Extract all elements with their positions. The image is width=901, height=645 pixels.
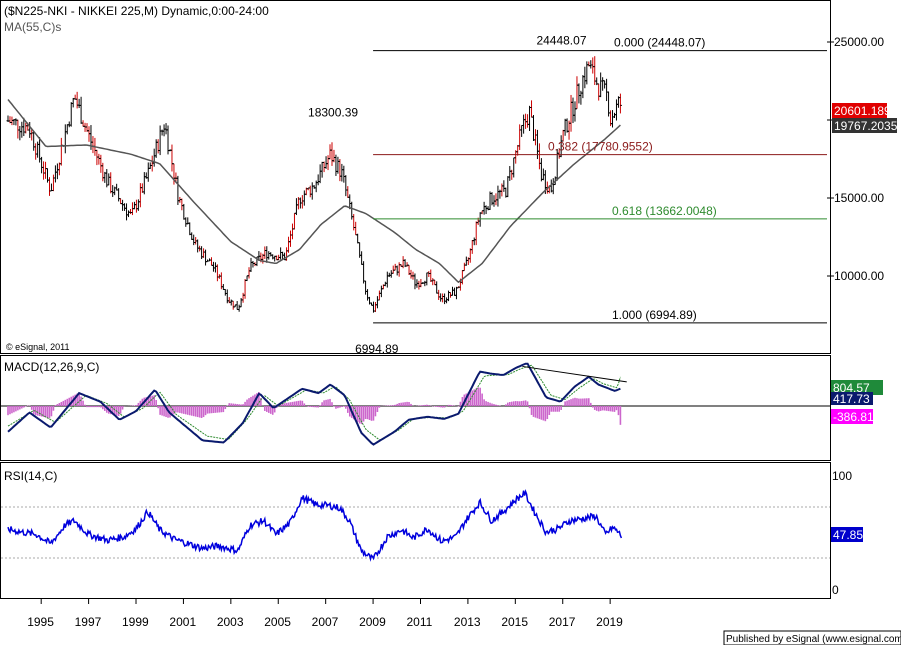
copyright-label: © eSignal, 2011 xyxy=(6,342,70,352)
rsi-value: 47.85 xyxy=(833,528,863,542)
rsi-tag xyxy=(831,527,863,542)
price-tick-label: 15000.00 xyxy=(834,191,884,205)
price-annotations: 24448.07 18300.39 6994.89 xyxy=(308,34,587,356)
time-tick-label: 2005 xyxy=(264,615,291,629)
price-tick-label: 25000.00 xyxy=(834,35,884,49)
ma-55-line xyxy=(7,99,621,284)
time-tick-label: 2001 xyxy=(169,615,196,629)
macd-panel-frame xyxy=(0,355,831,461)
time-tick-label: 1995 xyxy=(27,615,54,629)
time-tick-label: 2015 xyxy=(501,615,528,629)
price-annotation: 18300.39 xyxy=(308,106,358,120)
time-axis: 1995 1997 1999 2001 2003 2005 2007 2009 2011 2013… xyxy=(27,599,623,629)
macd-value: 417.73 xyxy=(833,392,870,406)
time-tick-label: 2013 xyxy=(454,615,481,629)
price-candles xyxy=(6,56,622,313)
price-tick-label: 10000.00 xyxy=(834,269,884,283)
macd-line xyxy=(7,362,621,446)
time-tick-label: 2011 xyxy=(406,615,432,629)
time-tick-label: 1997 xyxy=(75,615,102,629)
macd-histogram-value: -386.81 xyxy=(833,410,874,424)
price-panel-frame xyxy=(0,0,831,354)
rsi-tick-0: 0 xyxy=(832,583,839,597)
fibonacci-levels: 0.000 (24448.07) 0.382 (17780.9552) 0.618 … xyxy=(373,36,827,324)
time-tick-label: 2007 xyxy=(312,615,339,629)
ma-legend: MA(55,C)s xyxy=(4,20,61,34)
macd-histogram-tag xyxy=(831,409,873,424)
ma-price-value: 19767.2035 xyxy=(834,119,898,133)
price-annotation: 24448.07 xyxy=(536,34,586,48)
fib-label: 0.382 (17780.9552) xyxy=(548,140,653,154)
last-price-tag xyxy=(832,103,887,119)
time-tick-label: 2009 xyxy=(359,615,386,629)
macd-signal-tag xyxy=(831,380,883,395)
rsi-tick-100: 100 xyxy=(832,469,852,483)
last-price-value: 20601.189 xyxy=(834,104,891,118)
time-tick-label: 2003 xyxy=(217,615,244,629)
rsi-line xyxy=(7,488,623,562)
fib-label: 0.000 (24448.07) xyxy=(614,36,705,50)
ma-price-tag xyxy=(832,118,897,133)
time-tick-label: 2017 xyxy=(549,615,576,629)
macd-value-tag xyxy=(831,392,873,405)
price-annotation: 6994.89 xyxy=(355,342,399,356)
footer-box xyxy=(723,630,901,645)
time-tick-label: 2019 xyxy=(596,615,623,629)
macd-signal-value: 804.57 xyxy=(833,381,870,395)
chart-title: ($N225-NKI - NIKKEI 225,M) Dynamic,0:00-… xyxy=(4,4,269,18)
fib-label: 1.000 (6994.89) xyxy=(612,308,697,322)
fib-label: 0.618 (13662.0048) xyxy=(612,204,717,218)
footer-credit: Published by eSignal (www.esignal.com) xyxy=(726,634,901,645)
macd-legend: MACD(12,26,9,C) xyxy=(4,360,99,374)
rsi-legend: RSI(14,C) xyxy=(4,469,57,483)
time-tick-label: 1999 xyxy=(122,615,149,629)
rsi-panel-frame xyxy=(0,462,831,599)
macd-divergence-line xyxy=(522,365,627,383)
